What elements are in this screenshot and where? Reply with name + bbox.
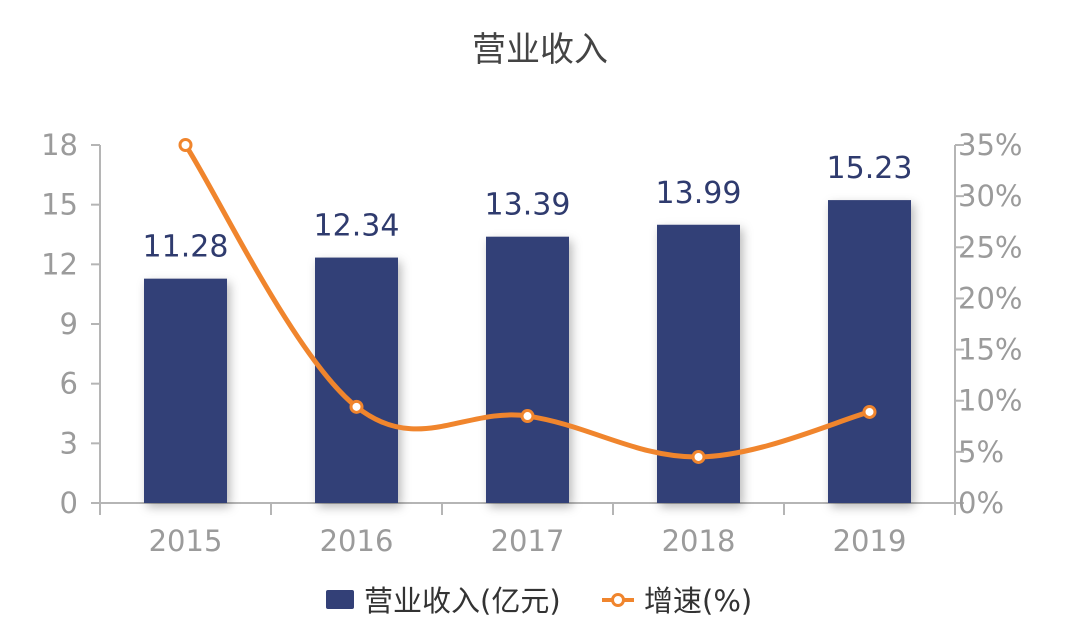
right-tick-label: 25% bbox=[958, 230, 1022, 264]
left-tick-label: 15 bbox=[41, 188, 78, 222]
left-tick-label: 18 bbox=[41, 128, 78, 162]
revenue-bar bbox=[486, 236, 569, 503]
legend-bar-swatch bbox=[326, 590, 354, 609]
growth-point bbox=[178, 138, 193, 152]
growth-point bbox=[520, 409, 535, 424]
revenue-data-label: 13.39 bbox=[485, 188, 571, 223]
x-tick-label: 2019 bbox=[833, 524, 907, 558]
growth-point bbox=[862, 404, 877, 419]
chart-title: 营业收入 bbox=[472, 30, 608, 70]
legend-bar-label: 营业收入(亿元) bbox=[364, 584, 561, 618]
right-tick-label: 20% bbox=[958, 281, 1022, 315]
left-tick-label: 3 bbox=[60, 426, 78, 460]
legend-line-marker bbox=[611, 593, 625, 607]
left-tick-label: 9 bbox=[60, 307, 78, 341]
right-tick-label: 0% bbox=[958, 486, 1004, 520]
x-tick-label: 2016 bbox=[320, 524, 394, 558]
right-tick-label: 35% bbox=[958, 128, 1022, 162]
revenue-data-label: 11.28 bbox=[143, 230, 229, 265]
x-tick-label: 2017 bbox=[491, 524, 565, 558]
right-tick-label: 5% bbox=[958, 435, 1004, 469]
revenue-bar bbox=[144, 278, 227, 503]
right-tick-label: 10% bbox=[958, 384, 1022, 418]
revenue-bar bbox=[828, 200, 911, 503]
right-tick-label: 15% bbox=[958, 333, 1022, 367]
left-tick-label: 6 bbox=[60, 367, 78, 401]
left-tick-label: 0 bbox=[60, 486, 78, 520]
revenue-data-label: 15.23 bbox=[827, 151, 913, 186]
growth-point bbox=[691, 449, 706, 464]
revenue-data-label: 12.34 bbox=[314, 209, 400, 244]
legend-line-label: 增速(%) bbox=[644, 584, 752, 618]
x-tick-label: 2015 bbox=[149, 524, 223, 558]
growth-point bbox=[349, 399, 364, 414]
revenue-data-label: 13.99 bbox=[656, 176, 742, 211]
right-tick-label: 30% bbox=[958, 179, 1022, 213]
growth-line bbox=[183, 142, 872, 460]
left-tick-label: 12 bbox=[41, 247, 78, 281]
x-tick-label: 2018 bbox=[662, 524, 736, 558]
